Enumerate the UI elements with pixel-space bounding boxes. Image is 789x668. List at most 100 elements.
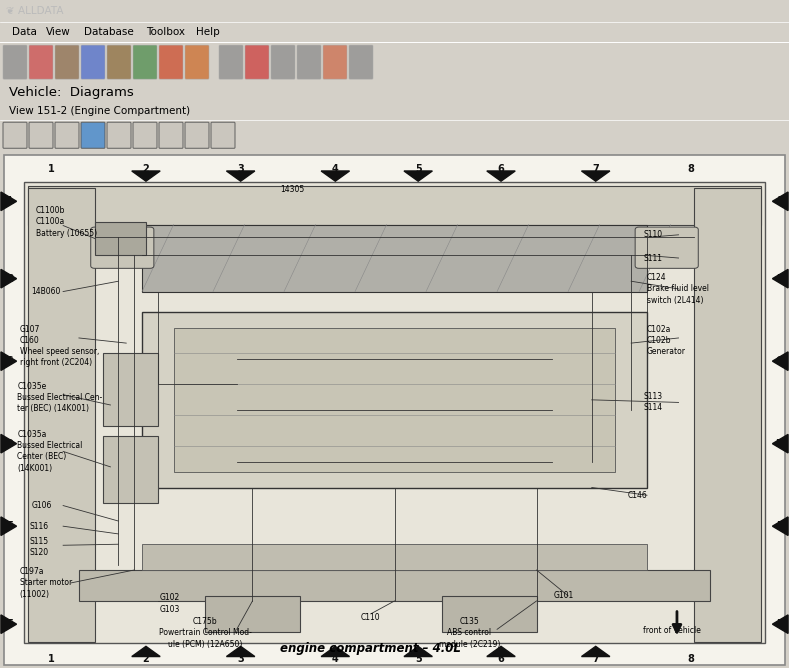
Text: 8: 8 [687, 654, 694, 664]
Text: 7: 7 [593, 164, 599, 174]
Polygon shape [772, 615, 788, 633]
Polygon shape [404, 171, 432, 181]
Text: 7: 7 [593, 654, 599, 664]
Bar [442, 596, 537, 632]
Text: 1: 1 [48, 164, 54, 174]
Text: S113
S114: S113 S114 [643, 392, 662, 412]
Text: Toolbox: Toolbox [146, 27, 185, 37]
FancyBboxPatch shape [81, 45, 105, 79]
Text: C146: C146 [627, 491, 647, 500]
Polygon shape [581, 171, 610, 181]
Text: S110: S110 [643, 230, 662, 239]
Polygon shape [1, 434, 17, 453]
Polygon shape [581, 647, 610, 657]
Polygon shape [226, 647, 255, 657]
Bar [95, 222, 146, 255]
FancyBboxPatch shape [133, 45, 157, 79]
Text: A: A [776, 196, 783, 206]
FancyBboxPatch shape [133, 122, 157, 148]
Text: E: E [776, 521, 783, 531]
Bar [24, 182, 765, 643]
Text: C: C [776, 356, 783, 366]
Text: G107
C160
Wheel speed sensor,
right front (2C204): G107 C160 Wheel speed sensor, right fron… [20, 325, 99, 367]
Text: Help: Help [196, 27, 219, 37]
Text: C: C [6, 356, 13, 366]
Text: C1035a
Bussed Electrical
Center (BEC)
(14K001): C1035a Bussed Electrical Center (BEC) (1… [17, 430, 83, 472]
Polygon shape [132, 171, 160, 181]
Bar [694, 188, 761, 642]
Bar [79, 570, 710, 601]
Bar [103, 436, 158, 503]
Text: 4: 4 [332, 654, 338, 664]
Text: D: D [6, 439, 13, 449]
Text: S115
S120: S115 S120 [30, 537, 49, 557]
Polygon shape [1, 352, 17, 371]
Text: 2: 2 [143, 164, 149, 174]
Polygon shape [321, 647, 350, 657]
Bar [142, 224, 647, 291]
Text: ❦ ALLDATA: ❦ ALLDATA [6, 7, 64, 17]
Text: F: F [6, 619, 13, 629]
Text: Database: Database [84, 27, 134, 37]
Text: B: B [6, 274, 13, 284]
Text: G106: G106 [32, 501, 52, 510]
Text: 2: 2 [143, 654, 149, 664]
Text: C1100b
C1100a
Battery (10655): C1100b C1100a Battery (10655) [36, 206, 96, 238]
Text: View 151-2 (Engine Compartment): View 151-2 (Engine Compartment) [9, 106, 191, 116]
FancyBboxPatch shape [159, 122, 183, 148]
FancyBboxPatch shape [211, 122, 235, 148]
Text: 1: 1 [48, 654, 54, 664]
Text: 14B060: 14B060 [32, 287, 61, 296]
Polygon shape [1, 269, 17, 288]
Text: 14305: 14305 [280, 185, 304, 194]
Bar [205, 596, 300, 632]
Text: G102
G103: G102 G103 [159, 593, 180, 614]
Polygon shape [1, 192, 17, 210]
FancyBboxPatch shape [349, 45, 373, 79]
Polygon shape [772, 192, 788, 210]
FancyBboxPatch shape [219, 45, 243, 79]
Text: C135
ABS control
module (2C219): C135 ABS control module (2C219) [439, 617, 500, 649]
Polygon shape [321, 171, 350, 181]
FancyBboxPatch shape [3, 45, 27, 79]
Text: Data: Data [12, 27, 37, 37]
Polygon shape [1, 615, 17, 633]
FancyBboxPatch shape [185, 122, 209, 148]
Text: 6: 6 [498, 654, 504, 664]
FancyBboxPatch shape [271, 45, 295, 79]
Polygon shape [772, 434, 788, 453]
Text: Vehicle:  Diagrams: Vehicle: Diagrams [9, 86, 134, 100]
Text: C175b
Powertrain Control Mod-
ule (PCM) (12A650): C175b Powertrain Control Mod- ule (PCM) … [159, 617, 252, 649]
Polygon shape [487, 647, 515, 657]
Text: 5: 5 [415, 654, 421, 664]
Text: 4: 4 [332, 164, 338, 174]
Text: C1035e
Bussed Electrical Cen-
ter (BEC) (14K001): C1035e Bussed Electrical Cen- ter (BEC) … [17, 381, 103, 413]
Text: G101: G101 [554, 591, 574, 601]
Polygon shape [487, 171, 515, 181]
Text: C124
Brake fluid level
switch (2L414): C124 Brake fluid level switch (2L414) [647, 273, 709, 305]
Text: C197a
Starter motor
(11002): C197a Starter motor (11002) [20, 567, 72, 599]
FancyBboxPatch shape [297, 45, 321, 79]
FancyBboxPatch shape [29, 122, 53, 148]
FancyBboxPatch shape [323, 45, 347, 79]
Bar [174, 327, 615, 472]
FancyBboxPatch shape [185, 45, 209, 79]
Polygon shape [1, 517, 17, 536]
FancyBboxPatch shape [55, 122, 79, 148]
Text: 3: 3 [237, 164, 244, 174]
Polygon shape [772, 517, 788, 536]
Bar [142, 312, 647, 488]
Text: C102a
C102b
Generator: C102a C102b Generator [647, 325, 686, 356]
Bar [28, 188, 95, 642]
Bar [142, 544, 647, 570]
Text: 6: 6 [498, 164, 504, 174]
FancyBboxPatch shape [159, 45, 183, 79]
Polygon shape [772, 269, 788, 288]
Text: B: B [776, 274, 783, 284]
FancyBboxPatch shape [245, 45, 269, 79]
FancyBboxPatch shape [91, 227, 154, 269]
Text: S111: S111 [643, 254, 662, 263]
Polygon shape [132, 647, 160, 657]
Text: front of vehicle: front of vehicle [643, 627, 701, 635]
Polygon shape [772, 352, 788, 371]
